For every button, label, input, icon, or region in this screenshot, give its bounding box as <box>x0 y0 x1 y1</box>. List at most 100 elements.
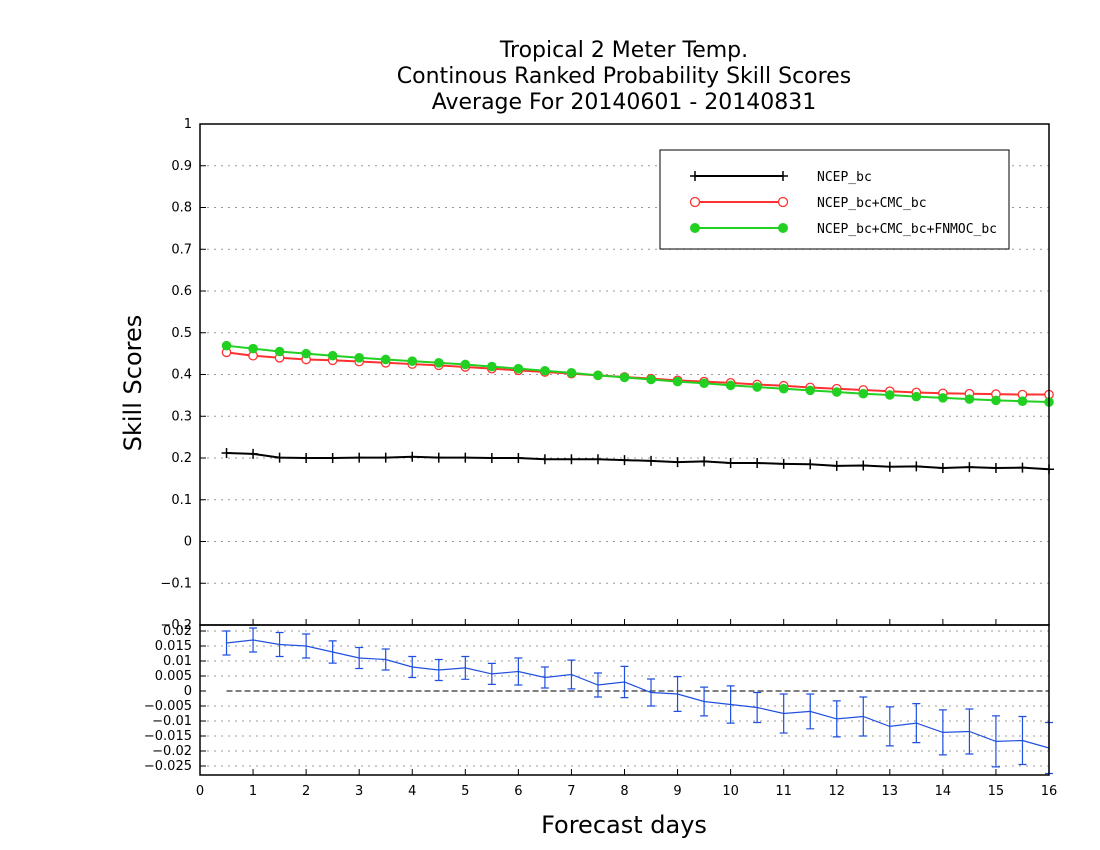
error-bar <box>673 676 682 712</box>
error-bar <box>408 655 417 679</box>
data-point-plus <box>221 447 232 458</box>
error-bar <box>355 646 364 670</box>
x-tick-label: 6 <box>514 784 522 799</box>
data-point-plus <box>858 460 869 471</box>
data-point-filled-circle <box>699 378 709 389</box>
error-bar <box>806 693 815 730</box>
error-bar <box>275 631 284 658</box>
data-point-plus <box>592 454 603 465</box>
error-bar <box>593 672 602 698</box>
error-bar <box>912 703 921 744</box>
lower-y-tick-label: −0.01 <box>152 714 192 729</box>
data-point-filled-circle <box>327 350 338 361</box>
data-point-filled-circle <box>725 380 736 391</box>
upper-y-tick-labels: −0.2 −0.1 0 0.1 0.2 0.3 0.4 0.5 0.6 0.7 0.8 0.9 1 <box>160 117 206 633</box>
data-point-plus <box>513 453 524 463</box>
error-bar <box>700 686 709 717</box>
difference-line <box>226 639 1050 749</box>
data-point-filled-circle <box>911 391 922 402</box>
lower-y-tick-label: 0.01 <box>163 654 192 669</box>
series-line-1 <box>226 451 1050 471</box>
error-bar <box>620 665 629 699</box>
error-bar <box>381 648 390 671</box>
data-point-plus <box>725 458 736 469</box>
lower-gridlines <box>200 630 1049 767</box>
legend-label: NCEP_bc+CMC_bc <box>817 196 927 211</box>
data-point-filled-circle <box>407 356 418 366</box>
error-bar <box>991 715 1000 768</box>
data-point-plus <box>486 453 497 463</box>
error-bar <box>1018 715 1027 766</box>
series-line-2 <box>226 351 1049 396</box>
data-point-filled-circle <box>566 368 577 378</box>
lower-y-tick-label: 0.015 <box>155 639 192 654</box>
x-tick-label: 1 <box>249 784 257 799</box>
error-bar <box>965 708 974 755</box>
error-bar <box>540 666 549 689</box>
error-bar <box>859 696 868 737</box>
data-point-filled-circle <box>487 361 497 372</box>
x-tick-label: 12 <box>828 784 845 799</box>
y-axis-label: Skill Scores <box>119 315 147 452</box>
x-tick-label: 11 <box>775 784 792 799</box>
x-tick-label: 2 <box>302 784 310 799</box>
data-point-filled-circle <box>831 387 842 397</box>
error-bar <box>567 659 576 690</box>
legend-marker <box>689 196 701 208</box>
data-point-filled-circle <box>646 374 656 385</box>
x-tick-labels: 0 1 2 3 4 5 6 7 8 9 10 11 12 13 14 15 16 <box>196 619 1057 799</box>
x-tick-label: 7 <box>567 784 575 799</box>
data-point-plus <box>327 453 338 463</box>
legend-box <box>659 149 1010 250</box>
upper-y-tick-label: −0.1 <box>160 576 192 591</box>
legend: NCEP_bc NCEP_bc+CMC_bc NCEP_bc+CMC_bc+FNMO… <box>659 149 1010 250</box>
title-line-3: Average For 20140601 - 20140831 <box>432 90 817 115</box>
error-bar <box>779 693 788 734</box>
upper-y-tick-label: 0.6 <box>171 284 192 299</box>
data-point-plus <box>566 454 577 465</box>
data-point-filled-circle <box>619 372 630 383</box>
error-bar <box>434 658 443 682</box>
data-point-plus <box>619 455 630 466</box>
error-bar <box>302 633 311 659</box>
x-tick-label: 9 <box>673 784 681 799</box>
data-point-plus <box>1017 462 1028 473</box>
error-bar <box>249 627 258 653</box>
lower-y-tick-label: −0.015 <box>144 729 192 744</box>
x-tick-label: 15 <box>988 784 1005 799</box>
data-point-plus <box>937 463 948 474</box>
data-point-filled-circle <box>221 340 232 351</box>
lower-plot-frame <box>199 624 1050 776</box>
data-point-filled-circle <box>354 353 364 363</box>
upper-series-layer <box>221 340 1054 475</box>
legend-item-1: NCEP_bc <box>690 170 872 185</box>
data-point-plus <box>884 461 895 472</box>
data-point-plus <box>990 463 1001 474</box>
x-tick-label: 10 <box>722 784 739 799</box>
upper-y-tick-label: 0.9 <box>171 159 192 174</box>
data-point-filled-circle <box>885 390 895 400</box>
error-bar <box>222 630 231 656</box>
error-bar <box>726 685 735 724</box>
data-point-plus <box>407 451 418 462</box>
data-point-filled-circle <box>540 365 550 376</box>
x-tick-label: 13 <box>882 784 899 799</box>
data-point-plus <box>433 452 444 463</box>
data-point-filled-circle <box>248 343 258 354</box>
x-tick-label: 14 <box>935 784 952 799</box>
x-tick-label: 4 <box>408 784 416 799</box>
data-point-plus <box>301 453 312 463</box>
lower-y-tick-label: −0.025 <box>144 759 192 774</box>
legend-label: NCEP_bc+CMC_bc+FNMOC_bc <box>817 222 997 237</box>
x-tick-label: 16 <box>1041 784 1058 799</box>
data-point-plus <box>672 457 683 468</box>
data-point-filled-circle <box>672 376 683 387</box>
data-point-plus <box>805 459 816 470</box>
upper-y-tick-label: 0.1 <box>171 493 192 508</box>
data-point-filled-circle <box>1017 396 1028 407</box>
error-bar <box>487 662 496 685</box>
lower-y-tick-label: −0.005 <box>144 699 192 714</box>
data-point-filled-circle <box>938 393 948 403</box>
lower-y-tick-label: −0.02 <box>152 744 192 759</box>
